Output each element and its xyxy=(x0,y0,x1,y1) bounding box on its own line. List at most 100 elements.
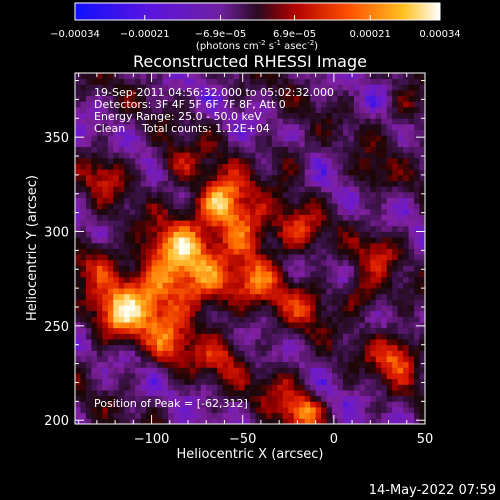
heatmap-cell xyxy=(332,299,338,306)
heatmap-cell xyxy=(271,129,278,136)
heatmap-cell xyxy=(184,361,191,368)
heatmap-cell xyxy=(157,78,163,85)
heatmap-cell xyxy=(217,220,224,227)
heatmap-cell xyxy=(91,390,98,397)
heatmap-cell xyxy=(326,174,333,181)
heatmap-cell xyxy=(364,322,371,329)
heatmap-cell xyxy=(206,73,213,80)
heatmap-cell xyxy=(195,344,202,351)
heatmap-cell xyxy=(228,282,234,289)
heatmap-cell xyxy=(364,84,371,91)
heatmap-cell xyxy=(250,208,256,215)
heatmap-cell xyxy=(200,237,207,244)
heatmap-cell xyxy=(80,225,87,232)
heatmap-cell xyxy=(151,378,158,385)
heatmap-cell xyxy=(162,89,169,97)
heatmap-cell xyxy=(342,282,349,289)
heatmap-cell xyxy=(288,89,295,97)
heatmap-cell xyxy=(102,271,109,278)
heatmap-cell xyxy=(304,316,311,323)
heatmap-cell xyxy=(392,310,399,317)
heatmap-cell xyxy=(195,384,202,391)
heatmap-cell xyxy=(277,350,284,357)
heatmap-cell xyxy=(146,123,152,131)
heatmap-cell xyxy=(167,163,174,170)
heatmap-cell xyxy=(359,276,366,283)
heatmap-cell xyxy=(293,231,300,238)
heatmap-cell xyxy=(304,191,311,198)
heatmap-cell xyxy=(140,78,147,85)
heatmap-cell xyxy=(375,135,382,142)
heatmap-cell xyxy=(80,146,87,153)
heatmap-cell xyxy=(233,180,240,187)
heatmap-cell xyxy=(222,265,229,272)
heatmap-cell xyxy=(228,231,234,238)
heatmap-cell xyxy=(222,401,229,408)
heatmap-cell xyxy=(200,203,207,210)
heatmap-cell xyxy=(189,140,196,147)
heatmap-cell xyxy=(228,356,234,363)
heatmap-cell xyxy=(342,407,349,414)
heatmap-cell xyxy=(392,112,399,119)
heatmap-cell xyxy=(195,350,202,357)
heatmap-cell xyxy=(260,339,267,346)
heatmap-cell xyxy=(271,174,278,181)
heatmap-cell xyxy=(206,310,213,317)
heatmap-cell xyxy=(332,282,338,289)
heatmap-cell xyxy=(85,339,92,346)
heatmap-cell xyxy=(266,123,273,131)
heatmap-cell xyxy=(392,265,399,272)
heatmap-cell xyxy=(359,118,366,125)
heatmap-cell xyxy=(414,101,420,108)
heatmap-cell xyxy=(288,152,295,159)
heatmap-cell xyxy=(85,271,92,278)
heatmap-cell xyxy=(195,310,202,317)
heatmap-cell xyxy=(386,163,393,170)
heatmap-cell xyxy=(397,237,404,244)
heatmap-cell xyxy=(157,214,163,221)
heatmap-cell xyxy=(386,191,393,198)
heatmap-cell xyxy=(364,288,371,295)
heatmap-cell xyxy=(359,180,366,187)
heatmap-cell xyxy=(140,135,147,142)
heatmap-cell xyxy=(364,208,371,215)
heatmap-cell xyxy=(288,78,295,85)
heatmap-cell xyxy=(146,231,152,238)
heatmap-cell xyxy=(332,248,338,255)
heatmap-cell xyxy=(397,186,404,193)
heatmap-cell xyxy=(85,118,92,125)
heatmap-cell xyxy=(222,378,229,385)
heatmap-cell xyxy=(162,288,169,295)
heatmap-cell xyxy=(189,242,196,249)
heatmap-cell xyxy=(397,208,404,215)
heatmap-cell xyxy=(157,418,163,425)
heatmap-cell xyxy=(222,327,229,334)
heatmap-cell xyxy=(326,361,333,368)
heatmap-cell xyxy=(392,299,399,306)
heatmap-cell xyxy=(140,248,147,255)
heatmap-cell xyxy=(304,384,311,391)
heatmap-cell xyxy=(124,174,131,181)
heatmap-cell xyxy=(102,344,109,351)
heatmap-cell xyxy=(375,395,382,402)
heatmap-cell xyxy=(250,395,256,402)
heatmap-cell xyxy=(326,140,333,147)
heatmap-cell xyxy=(392,180,399,187)
heatmap-cell xyxy=(321,361,327,368)
heatmap-cell xyxy=(178,293,185,300)
heatmap-cell xyxy=(162,265,169,272)
heatmap-cell xyxy=(364,237,371,244)
heatmap-cell xyxy=(200,146,207,153)
annotation-energy: Energy Range: 25.0 - 50.0 keV xyxy=(94,110,262,123)
heatmap-cell xyxy=(419,152,426,159)
heatmap-cell xyxy=(326,305,333,312)
heatmap-cell xyxy=(353,123,360,131)
heatmap-cell xyxy=(255,356,262,363)
heatmap-cell xyxy=(293,367,300,374)
heatmap-cell xyxy=(96,271,103,278)
heatmap-cell xyxy=(332,310,338,317)
heatmap-cell xyxy=(342,339,349,346)
heatmap-cell xyxy=(162,78,169,85)
heatmap-cell xyxy=(342,401,349,408)
heatmap-cell xyxy=(414,259,420,266)
